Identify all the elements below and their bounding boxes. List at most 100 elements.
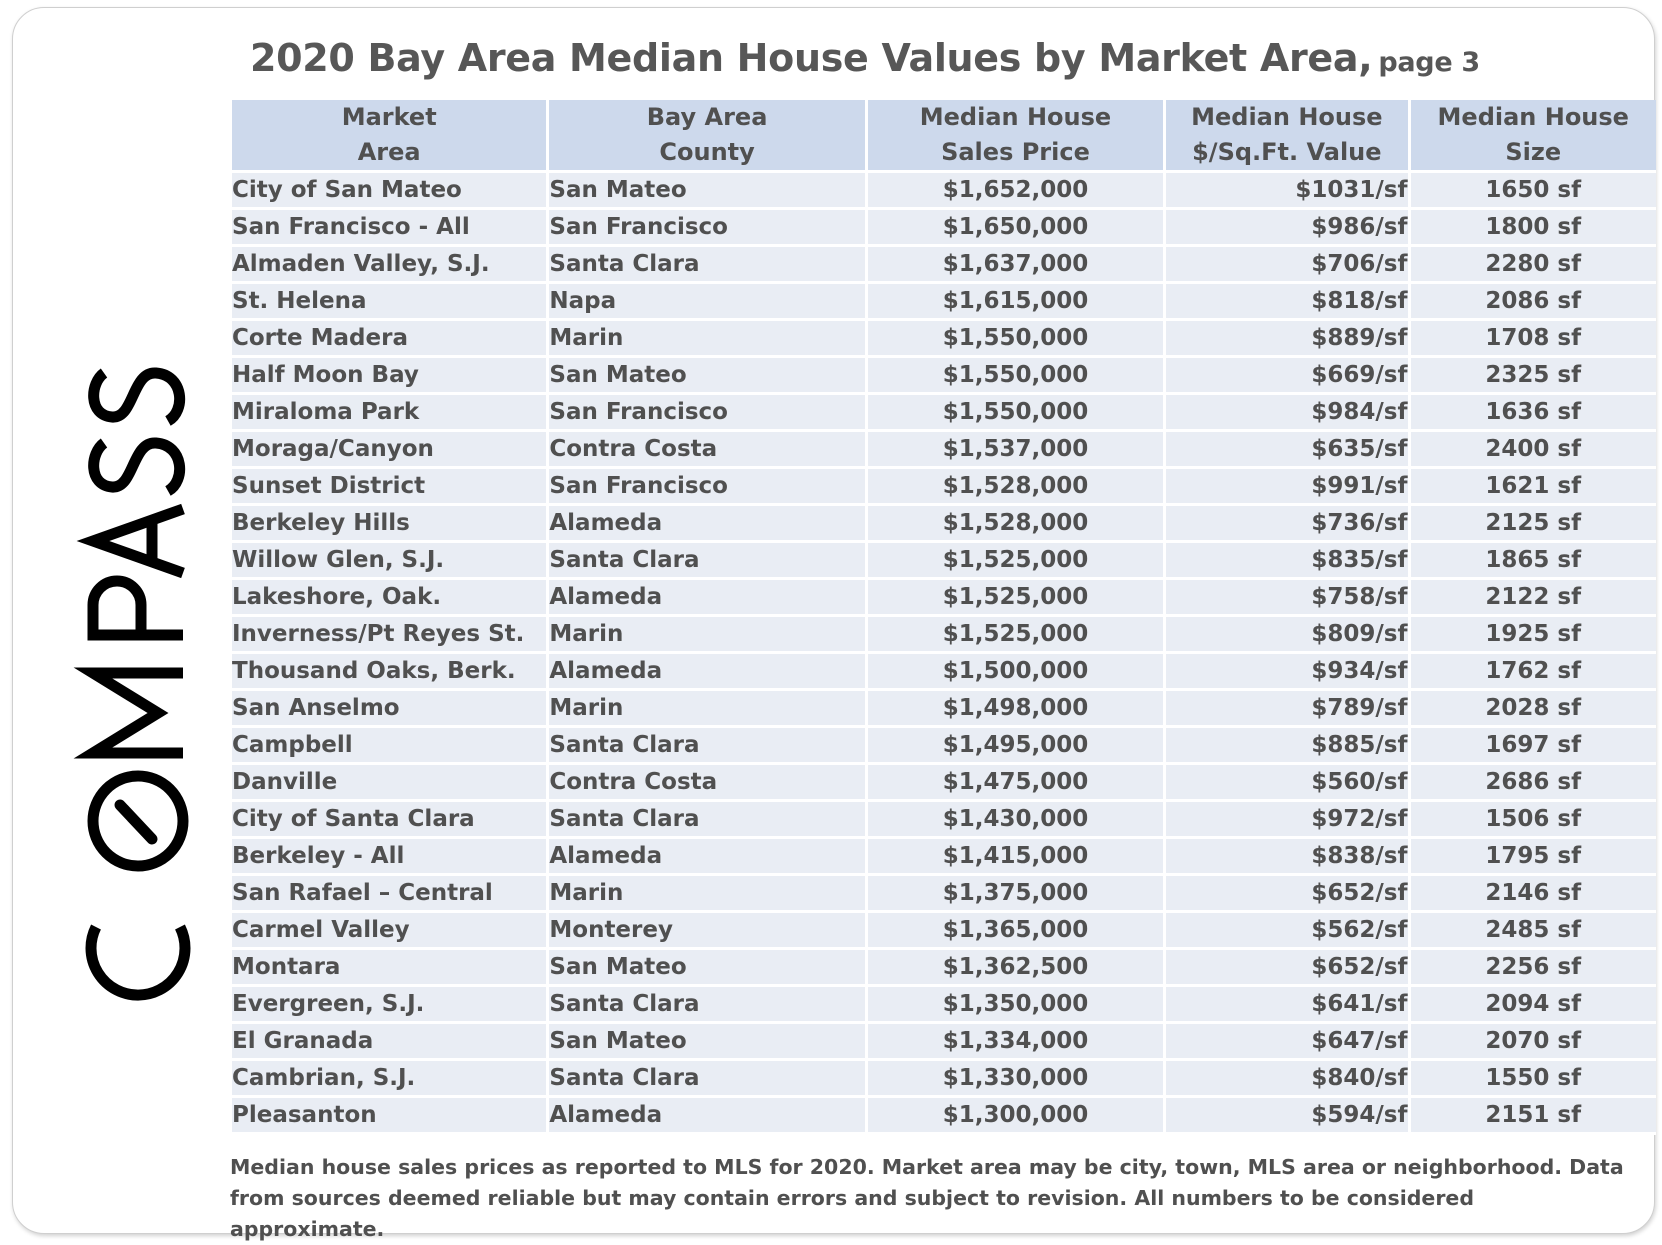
price-per-sqft-cell: $736/sf: [1166, 506, 1411, 543]
price-per-sqft-cell: $789/sf: [1166, 691, 1411, 728]
table-row: Sunset District San Francisco $1,528,000 $9…: [232, 469, 1656, 506]
county-cell: San Mateo: [549, 173, 868, 210]
house-size-cell: 2122 sf: [1410, 580, 1656, 617]
house-size-cell: 1762 sf: [1410, 654, 1656, 691]
house-size-cell: 2151 sf: [1410, 1098, 1656, 1135]
header-market-area: Market Area: [232, 100, 550, 173]
house-size-cell: 2686 sf: [1410, 765, 1656, 802]
sales-price-cell: $1,650,000: [867, 210, 1167, 247]
house-size-cell: 1650 sf: [1410, 173, 1656, 210]
table-row: City of San Mateo San Mateo $1,652,000 $103…: [232, 173, 1656, 210]
price-per-sqft-cell: $560/sf: [1166, 765, 1411, 802]
table-row: Almaden Valley, S.J. Santa Clara $1,637,00…: [232, 247, 1656, 284]
header-county: Bay Area County: [549, 100, 868, 173]
title-main: 2020 Bay Area Median House Values by Mar…: [250, 36, 1373, 80]
market-area-cell: Montara: [232, 950, 550, 987]
market-area-cell: Moraga/Canyon: [232, 432, 550, 469]
price-per-sqft-cell: $562/sf: [1166, 913, 1411, 950]
market-area-cell: Carmel Valley: [232, 913, 550, 950]
price-per-sqft-cell: $635/sf: [1166, 432, 1411, 469]
header-house-size: Median House Size: [1410, 100, 1656, 173]
county-cell: Santa Clara: [549, 987, 868, 1024]
sales-price-cell: $1,525,000: [867, 543, 1167, 580]
price-per-sqft-cell: $835/sf: [1166, 543, 1411, 580]
sales-price-cell: $1,300,000: [867, 1098, 1167, 1135]
market-area-cell: Sunset District: [232, 469, 550, 506]
table-row: City of Santa Clara Santa Clara $1,430,000…: [232, 802, 1656, 839]
market-area-cell: Berkeley Hills: [232, 506, 550, 543]
table-row: Evergreen, S.J. Santa Clara $1,350,000 $641…: [232, 987, 1656, 1024]
table-row: St. Helena Napa $1,615,000 $818/sf 2086 sf: [232, 284, 1656, 321]
market-area-cell: Corte Madera: [232, 321, 550, 358]
table-row: Montara San Mateo $1,362,500 $652/sf 2256 sf: [232, 950, 1656, 987]
sales-price-cell: $1,430,000: [867, 802, 1167, 839]
market-area-cell: Half Moon Bay: [232, 358, 550, 395]
price-per-sqft-cell: $972/sf: [1166, 802, 1411, 839]
market-area-cell: Cambrian, S.J.: [232, 1061, 550, 1098]
market-area-cell: Almaden Valley, S.J.: [232, 247, 550, 284]
county-cell: Marin: [549, 321, 868, 358]
price-per-sqft-cell: $809/sf: [1166, 617, 1411, 654]
table-body: City of San Mateo San Mateo $1,652,000 $103…: [232, 173, 1656, 1135]
sales-price-cell: $1,362,500: [867, 950, 1167, 987]
county-cell: Marin: [549, 691, 868, 728]
price-per-sqft-cell: $984/sf: [1166, 395, 1411, 432]
table-row: Lakeshore, Oak. Alameda $1,525,000 $758/sf 2…: [232, 580, 1656, 617]
sales-price-cell: $1,537,000: [867, 432, 1167, 469]
house-size-cell: 2094 sf: [1410, 987, 1656, 1024]
house-size-cell: 2256 sf: [1410, 950, 1656, 987]
sales-price-cell: $1,375,000: [867, 876, 1167, 913]
market-area-cell: City of Santa Clara: [232, 802, 550, 839]
county-cell: Contra Costa: [549, 765, 868, 802]
page-title: 2020 Bay Area Median House Values by Mar…: [250, 36, 1480, 80]
county-cell: Monterey: [549, 913, 868, 950]
price-per-sqft-cell: $838/sf: [1166, 839, 1411, 876]
median-values-table: Market Area Bay Area County Median House…: [232, 100, 1656, 1135]
county-cell: San Francisco: [549, 469, 868, 506]
header-row: Market Area Bay Area County Median House…: [232, 100, 1656, 173]
table-row: San Francisco - All San Francisco $1,650,0…: [232, 210, 1656, 247]
price-per-sqft-cell: $889/sf: [1166, 321, 1411, 358]
sales-price-cell: $1,528,000: [867, 506, 1167, 543]
county-cell: Alameda: [549, 1098, 868, 1135]
table-row: Carmel Valley Monterey $1,365,000 $562/sf 24…: [232, 913, 1656, 950]
sales-price-cell: $1,330,000: [867, 1061, 1167, 1098]
county-cell: Santa Clara: [549, 247, 868, 284]
market-area-cell: San Anselmo: [232, 691, 550, 728]
house-size-cell: 1636 sf: [1410, 395, 1656, 432]
table-row: Corte Madera Marin $1,550,000 $889/sf 1708 s…: [232, 321, 1656, 358]
house-size-cell: 1621 sf: [1410, 469, 1656, 506]
table-row: Campbell Santa Clara $1,495,000 $885/sf 1697…: [232, 728, 1656, 765]
sales-price-cell: $1,525,000: [867, 617, 1167, 654]
county-cell: Santa Clara: [549, 802, 868, 839]
table-row: Pleasanton Alameda $1,300,000 $594/sf 2151 s…: [232, 1098, 1656, 1135]
county-cell: Marin: [549, 876, 868, 913]
price-per-sqft-cell: $652/sf: [1166, 950, 1411, 987]
price-per-sqft-cell: $840/sf: [1166, 1061, 1411, 1098]
price-per-sqft-cell: $986/sf: [1166, 210, 1411, 247]
table-row: Miraloma Park San Francisco $1,550,000 $984…: [232, 395, 1656, 432]
market-area-cell: San Rafael – Central: [232, 876, 550, 913]
market-area-cell: Berkeley - All: [232, 839, 550, 876]
price-per-sqft-cell: $991/sf: [1166, 469, 1411, 506]
county-cell: Alameda: [549, 580, 868, 617]
table-row: Willow Glen, S.J. Santa Clara $1,525,000 $8…: [232, 543, 1656, 580]
house-size-cell: 1800 sf: [1410, 210, 1656, 247]
table-header: Market Area Bay Area County Median House…: [232, 100, 1656, 173]
market-area-cell: Evergreen, S.J.: [232, 987, 550, 1024]
market-area-cell: City of San Mateo: [232, 173, 550, 210]
title-page-suffix: page 3: [1378, 47, 1480, 78]
market-area-cell: San Francisco - All: [232, 210, 550, 247]
table-row: Cambrian, S.J. Santa Clara $1,330,000 $840/…: [232, 1061, 1656, 1098]
house-size-cell: 2125 sf: [1410, 506, 1656, 543]
house-size-cell: 1550 sf: [1410, 1061, 1656, 1098]
sales-price-cell: $1,365,000: [867, 913, 1167, 950]
footnote: Median house sales prices as reported to…: [230, 1155, 1624, 1241]
market-area-cell: Inverness/Pt Reyes St.: [232, 617, 550, 654]
sales-price-cell: $1,334,000: [867, 1024, 1167, 1061]
price-per-sqft-cell: $706/sf: [1166, 247, 1411, 284]
sales-price-cell: $1,475,000: [867, 765, 1167, 802]
price-per-sqft-cell: $647/sf: [1166, 1024, 1411, 1061]
sales-price-cell: $1,550,000: [867, 358, 1167, 395]
house-size-cell: 2325 sf: [1410, 358, 1656, 395]
